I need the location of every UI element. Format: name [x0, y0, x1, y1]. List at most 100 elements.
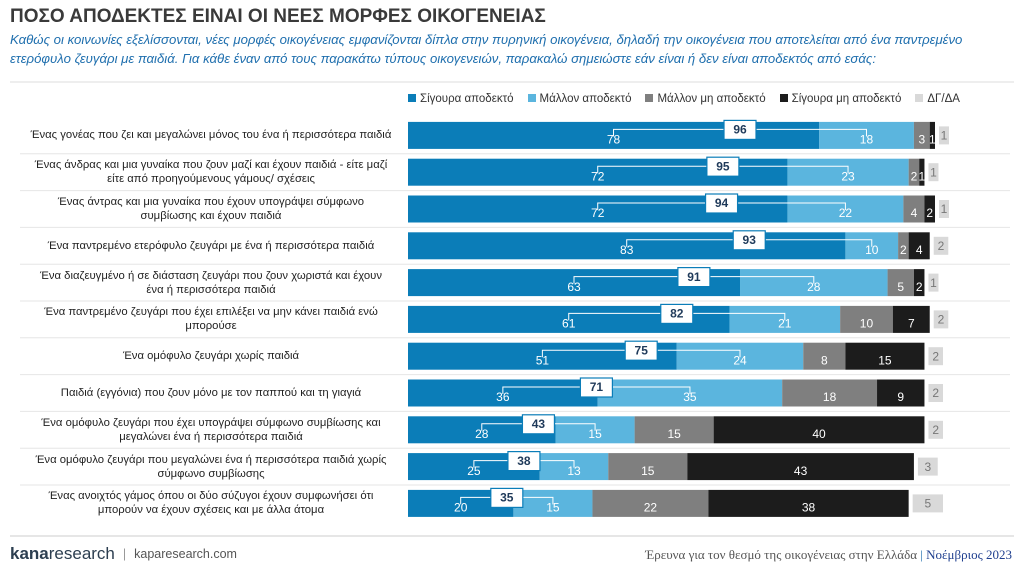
value-label: 18 [860, 133, 874, 147]
value-label: 1 [930, 276, 937, 290]
bar-segment [928, 384, 943, 402]
value-label: 3 [924, 460, 931, 474]
value-label: 13 [567, 464, 581, 478]
bar-segment [908, 158, 920, 186]
total-box [677, 267, 711, 288]
category-label: Ένας ανοιχτός γάμος όπου οι δύο σύζυγοι … [48, 490, 374, 517]
value-label: 1 [930, 165, 937, 179]
value-label: 15 [667, 427, 681, 441]
bar-segment [919, 158, 925, 186]
bar-segment [608, 453, 688, 481]
bar-segment [939, 200, 949, 218]
category-label: Ένα διαζευγμένο ή σε διάσταση ζευγάρι πο… [39, 269, 382, 296]
bar-segment [928, 420, 943, 439]
value-label: 8 [821, 353, 828, 367]
value-label: 2 [926, 206, 933, 220]
bar-segment [713, 416, 925, 444]
value-label: 1 [918, 169, 925, 183]
value-label: 40 [812, 427, 826, 441]
bar-segment [913, 269, 925, 297]
legend-swatch [408, 94, 416, 102]
category-label: Ένας άνδρας και μια γυναίκα που ζουν μαζ… [34, 159, 388, 186]
bar-segment [782, 379, 878, 407]
value-label: 4 [916, 243, 923, 257]
value-label: 22 [839, 206, 853, 220]
value-label: 2 [932, 349, 939, 363]
legend-item: Μάλλον μη αποδεκτό [645, 93, 766, 105]
legend-swatch [645, 94, 654, 102]
footer-note: Έρευνα για τον θεσμό της οικογένειας στη… [645, 547, 1012, 562]
value-label: 28 [475, 427, 489, 441]
value-label: 1 [941, 202, 948, 216]
total-label: 71 [590, 380, 604, 394]
category-label: Ένα παντρεμένο ζευγάρι που έχει επιλέξει… [44, 306, 378, 333]
value-label: 2 [916, 280, 923, 294]
bar-segment [708, 489, 909, 517]
total-label: 43 [532, 417, 546, 431]
bar-segment [913, 121, 930, 149]
total-box [579, 377, 614, 398]
bar-segment [928, 347, 943, 366]
category-label: Παιδιά (εγγόνια) που ζουν μόνο με τον πα… [60, 386, 362, 399]
value-label: 36 [496, 390, 510, 404]
total-box [507, 451, 541, 472]
bar-segment [939, 126, 949, 145]
website: kaparesearch.com [134, 547, 237, 561]
bar-segment [634, 416, 714, 444]
total-label: 75 [635, 343, 649, 357]
bar-segment [908, 232, 930, 260]
legend-swatch [915, 94, 924, 102]
total-box [624, 340, 658, 361]
total-box [521, 414, 556, 435]
value-label: 38 [802, 501, 816, 515]
total-box [660, 303, 694, 324]
value-label: 83 [620, 243, 634, 257]
bar-segment [887, 269, 914, 297]
value-label: 15 [641, 464, 655, 478]
value-label: 15 [546, 501, 560, 515]
total-box [723, 119, 757, 141]
legend-swatch [527, 94, 536, 102]
bar-segment [933, 310, 949, 329]
legend-item: Μάλλον αποδεκτό [527, 93, 631, 105]
value-label: 5 [897, 280, 904, 294]
chart-subtitle: Καθώς οι κοινωνίες εξελίσσονται, νέες μο… [10, 32, 963, 66]
value-label: 51 [536, 353, 550, 367]
category-label: Ένα παντρεμένο ετερόφυλο ζευγάρι με ένα … [47, 239, 375, 252]
total-label: 82 [670, 307, 684, 321]
value-label: 2 [900, 243, 907, 257]
value-label: 2 [911, 169, 918, 183]
bar-segment [917, 457, 938, 476]
value-label: 23 [841, 169, 855, 183]
date: Νοέμβριος 2023 [926, 547, 1012, 562]
value-label: 22 [644, 501, 658, 515]
bar-segment [924, 195, 935, 223]
total-label: 94 [715, 196, 729, 210]
bar-segment [903, 195, 925, 223]
total-label: 93 [743, 233, 757, 247]
value-label: 28 [807, 280, 821, 294]
bar-segment [929, 121, 935, 149]
bar-segment [898, 232, 909, 260]
value-label: 63 [567, 280, 581, 294]
value-label: 72 [591, 169, 605, 183]
total-box [706, 156, 740, 177]
total-box [490, 487, 524, 508]
value-label: 1 [941, 129, 948, 143]
legend-label: ΔΓ/ΔΑ [927, 93, 960, 105]
value-label: 18 [823, 390, 837, 404]
bar-segment [892, 305, 930, 333]
total-label: 95 [716, 159, 730, 173]
logo-light: research [48, 544, 115, 563]
total-label: 38 [517, 454, 531, 468]
value-label: 9 [897, 390, 904, 404]
total-label: 35 [500, 491, 514, 505]
bar-segment [928, 163, 939, 182]
legend-swatch [779, 94, 788, 102]
bar-segment [687, 453, 914, 481]
value-label: 61 [562, 317, 576, 331]
bar-segment [845, 342, 925, 370]
category-label: Ένας γονέας που ζει και μεγαλώνει μόνος … [30, 129, 392, 142]
